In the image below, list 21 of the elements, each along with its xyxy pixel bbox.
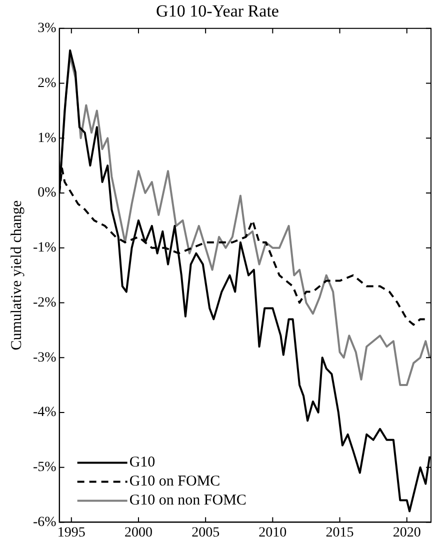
x-tick-label: 2010 (258, 525, 287, 540)
x-tick-label: 2020 (392, 525, 421, 540)
legend-label: G10 on FOMC (129, 474, 220, 490)
y-axis-title: Cumulative yield change (8, 200, 25, 350)
x-tick-label: 2000 (124, 525, 152, 540)
y-tick-label: -6% (32, 514, 57, 530)
y-tick-label: 0% (38, 186, 57, 201)
y-tick-label: -5% (32, 460, 57, 476)
y-tick-label: -1% (32, 240, 57, 256)
y-tick-label: 2% (38, 76, 57, 91)
x-tick-label: 2015 (326, 525, 354, 540)
x-tick-label: 1995 (57, 525, 86, 540)
legend-label: G10 (129, 454, 156, 471)
y-tick-label: -3% (32, 350, 57, 366)
y-tick-label: -2% (32, 295, 57, 310)
x-tick-label: 2005 (192, 525, 220, 540)
y-tick-label: -4% (32, 405, 57, 420)
legend-label: G10 on non FOMC (129, 492, 246, 509)
y-tick-label: 1% (38, 130, 57, 146)
y-tick-label: 3% (38, 21, 57, 36)
chart-title: G10 10-Year Rate (156, 2, 279, 21)
